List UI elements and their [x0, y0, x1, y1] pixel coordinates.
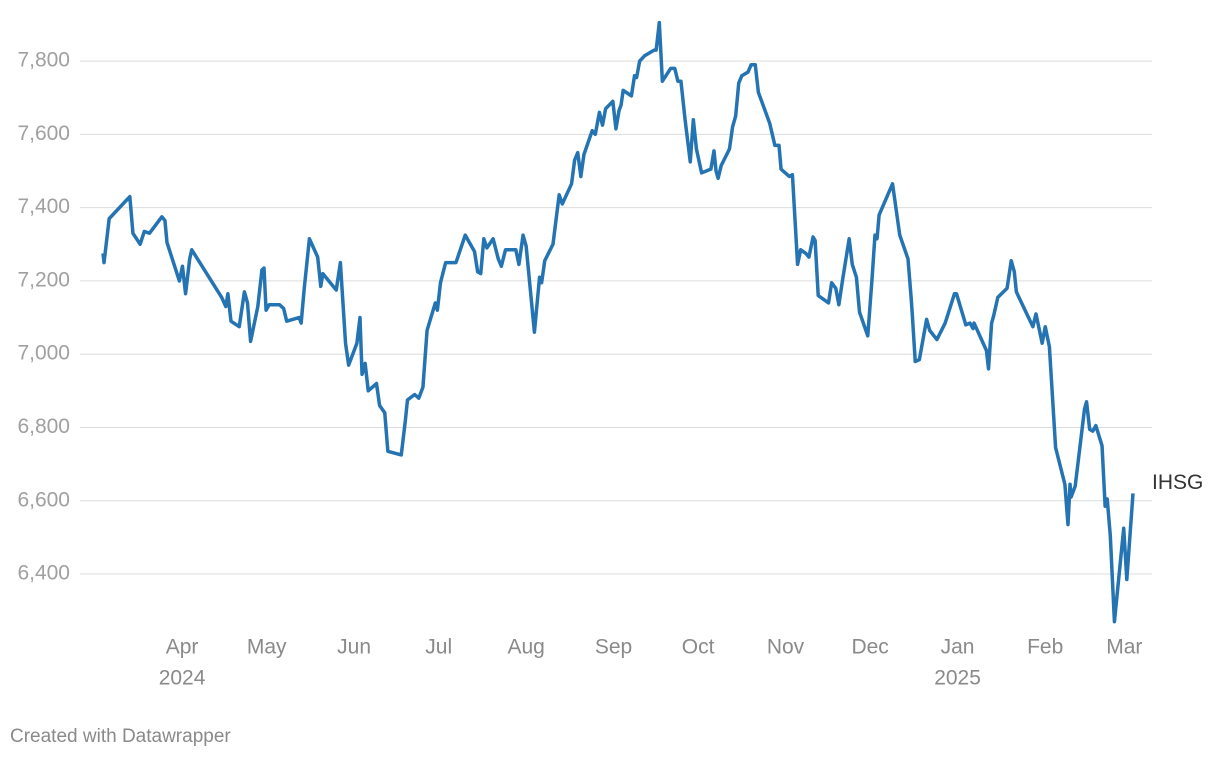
y-tick-label: 6,800	[17, 415, 70, 438]
x-tick-label: Jul	[425, 636, 452, 659]
x-tick-label: Jan	[941, 636, 975, 659]
y-tick-label: 7,600	[17, 122, 70, 145]
x-tick-year: 2024	[159, 667, 206, 690]
x-tick-label: May	[247, 636, 287, 659]
x-tick-label: Oct	[682, 636, 715, 659]
x-tick-label: Dec	[851, 636, 888, 659]
x-tick-year: 2025	[934, 667, 981, 690]
x-tick-label: Sep	[595, 636, 632, 659]
credit: Created with Datawrapper	[10, 726, 231, 747]
x-tick-label: Feb	[1027, 636, 1063, 659]
x-tick-label: Aug	[507, 636, 544, 659]
y-tick-label: 7,800	[17, 49, 70, 72]
x-tick-label: Mar	[1106, 636, 1142, 659]
series-label: IHSG	[1152, 471, 1203, 494]
y-tick-label: 7,000	[17, 342, 70, 365]
y-tick-label: 7,200	[17, 268, 70, 291]
x-tick-label: Apr	[166, 636, 199, 659]
y-tick-label: 6,400	[17, 562, 70, 585]
x-tick-label: Jun	[337, 636, 371, 659]
y-tick-label: 6,600	[17, 488, 70, 511]
y-tick-label: 7,400	[17, 195, 70, 218]
line	[101, 20, 1135, 624]
x-tick-label: Nov	[767, 636, 805, 659]
